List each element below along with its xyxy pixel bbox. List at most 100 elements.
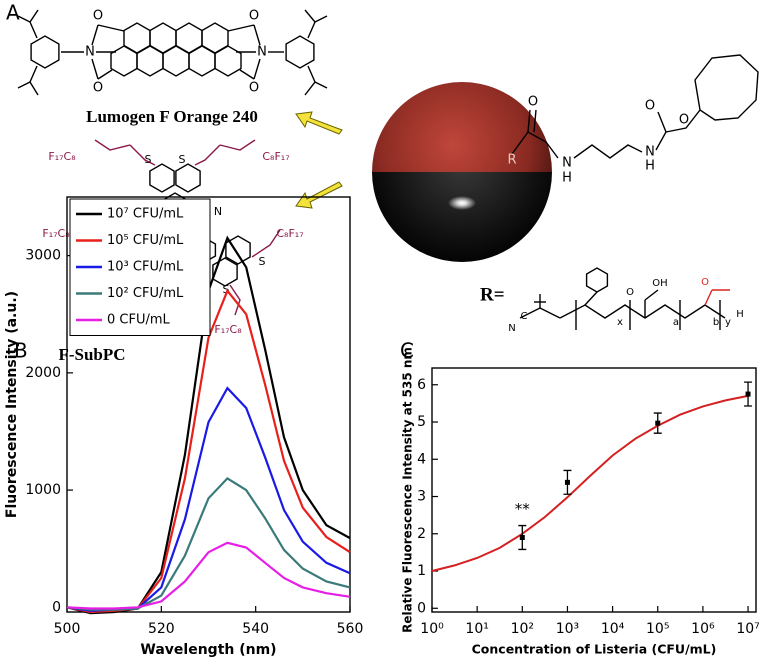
y-axis-title: Fluorescence Intensity (a.u.)	[4, 291, 20, 518]
structures	[17, 9, 759, 330]
atom-label: C₈F₁₇	[262, 150, 289, 163]
bond	[304, 9, 316, 39]
x-axis-title: Concentration of Listeria (CFU/mL)	[472, 642, 717, 657]
atom-label: O	[679, 113, 689, 128]
atom-label: N	[85, 45, 95, 60]
atom-label: H	[562, 171, 572, 186]
plot-frame	[66, 196, 351, 613]
y-axis-title: Relative Fluorescence Intensity at 535 n…	[401, 347, 415, 633]
ring	[188, 45, 216, 77]
bond	[194, 144, 221, 166]
atom-label: C	[521, 311, 528, 322]
atom-label: H	[645, 159, 655, 174]
bond	[665, 109, 701, 133]
x-tick-label: 10²	[511, 621, 534, 637]
atom-label: S	[179, 153, 186, 166]
y-tick-label: 2000	[25, 365, 61, 381]
highlight	[448, 196, 476, 210]
bond	[533, 109, 537, 133]
atom-label: O	[93, 81, 103, 96]
chart: C 10⁰ 10¹ 10² 10³ 10⁴ 10⁵ 10⁶ 10⁷ 0 1 2 3 4 5 6 Concentr…	[400, 339, 760, 657]
atom-label: R	[507, 153, 516, 168]
y-tick-label: 5	[417, 414, 426, 430]
legend-label: 10³ CFU/mL	[107, 260, 184, 275]
bond	[527, 109, 531, 133]
atom-label: x	[617, 317, 623, 328]
nanoparticle-bottom	[372, 172, 552, 262]
atom-label: S	[145, 153, 152, 166]
ring	[585, 267, 609, 293]
arrow	[295, 181, 343, 209]
bond	[17, 65, 38, 89]
atom-label: F₁₇C₈	[214, 323, 242, 336]
x-tick-label: 520	[148, 621, 175, 637]
annotation: **	[515, 500, 531, 518]
ring	[175, 163, 201, 193]
atom-label: N	[508, 323, 515, 334]
y-tick-label: 1	[417, 563, 426, 579]
compound-name: Lumogen F Orange 240	[86, 107, 258, 126]
ring	[30, 35, 60, 69]
data-point	[564, 479, 570, 485]
bond	[94, 139, 131, 151]
legend-label: 10⁷ CFU/mL	[107, 207, 184, 222]
fit-curve	[431, 394, 749, 572]
atom-label: S	[223, 283, 230, 296]
ring	[110, 45, 138, 77]
bond	[253, 58, 261, 80]
x-tick-label: 560	[337, 621, 364, 637]
bond	[511, 131, 559, 159]
ring	[149, 163, 175, 193]
atom-label: y	[725, 317, 731, 328]
ring	[212, 257, 238, 287]
chart: B 500 520 540 560 0 1000 2000 3000 Wavelength (nm…	[4, 196, 364, 658]
nanoparticle-top	[372, 82, 552, 172]
bond	[29, 9, 39, 23]
data-line	[66, 541, 351, 610]
compound-name: F-SubPC	[58, 345, 125, 364]
x-tick-label: 10⁷	[736, 621, 759, 637]
atom-label: H	[736, 309, 744, 320]
bond	[314, 81, 328, 89]
x-tick-label: 10¹	[465, 621, 488, 637]
bond	[91, 24, 99, 46]
bond	[304, 65, 316, 96]
bond	[314, 15, 328, 23]
atom-label: a	[673, 317, 679, 328]
atom-label: C₈F₁₇	[276, 227, 303, 240]
x-tick-label: 10⁶	[691, 621, 715, 637]
y-tick-label: 3	[417, 489, 426, 505]
ring	[214, 45, 242, 77]
bond	[227, 24, 255, 32]
legend-label: 0 CFU/mL	[107, 313, 171, 328]
bond	[573, 144, 643, 159]
atom-label: O	[626, 287, 634, 298]
atom-label: O	[93, 9, 103, 24]
y-tick-label: 1000	[25, 482, 61, 498]
bond	[91, 58, 99, 80]
y-tick-label: 0	[52, 599, 61, 615]
atom-label: OH	[652, 278, 667, 289]
bond	[29, 81, 39, 96]
bond	[559, 304, 726, 319]
y-tick-label: 2	[417, 526, 426, 542]
bond	[253, 24, 261, 46]
bond	[704, 289, 713, 306]
y-tick-label: 6	[417, 377, 426, 393]
data-point	[745, 391, 751, 397]
atom-label: O	[701, 277, 709, 288]
y-tick-label: 0	[417, 600, 426, 616]
atom-label: S	[259, 255, 266, 268]
bond	[655, 111, 667, 151]
x-tick-label: 10⁰	[420, 621, 444, 637]
bond	[219, 139, 256, 151]
r-group-label: R=	[480, 284, 505, 305]
atom-label: N	[214, 205, 222, 218]
panel-label: A	[6, 1, 20, 25]
ring	[136, 45, 164, 77]
atom-label: N	[645, 145, 655, 160]
bond	[229, 284, 241, 316]
data-line	[66, 288, 351, 614]
x-tick-label: 10⁴	[601, 621, 625, 637]
bond	[644, 289, 659, 301]
